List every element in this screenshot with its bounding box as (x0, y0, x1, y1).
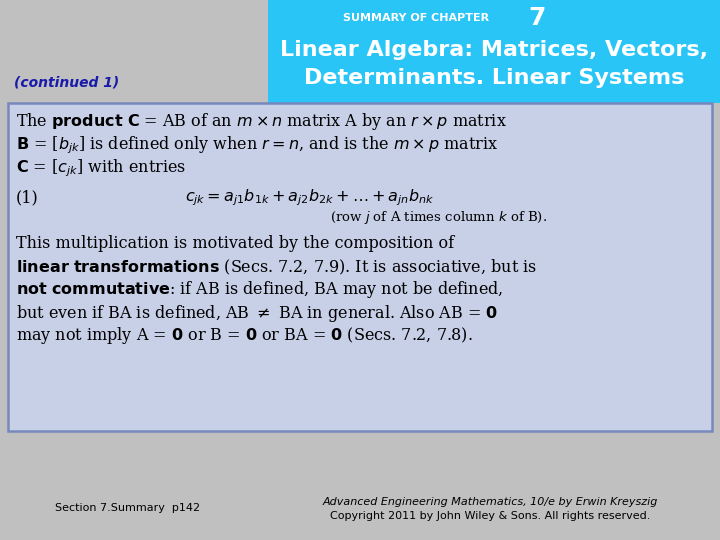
Text: The $\mathbf{product\ C}$ = AB of an $m \times n$ matrix A by an $r \times p$ ma: The $\mathbf{product\ C}$ = AB of an $m … (16, 111, 507, 132)
Text: may not imply A = $\mathbf{0}$ or B = $\mathbf{0}$ or BA = $\mathbf{0}$ (Secs. 7: may not imply A = $\mathbf{0}$ or B = $\… (16, 326, 473, 347)
Text: (1): (1) (16, 190, 39, 206)
Text: Linear Algebra: Matrices, Vectors,: Linear Algebra: Matrices, Vectors, (280, 40, 708, 60)
Text: $\mathbf{linear\ transformations}$ (Secs. 7.2, 7.9). It is associative, but is: $\mathbf{linear\ transformations}$ (Secs… (16, 258, 537, 276)
Text: Advanced Engineering Mathematics, 10/e by Erwin Kreyszig: Advanced Engineering Mathematics, 10/e b… (323, 497, 657, 507)
Text: $c_{jk} = a_{j1}b_{1k} + a_{j2}b_{2k} + \ldots + a_{jn}b_{nk}$: $c_{jk} = a_{j1}b_{1k} + a_{j2}b_{2k} + … (185, 188, 434, 208)
Text: but even if BA is defined, AB $\neq$ BA in general. Also AB = $\mathbf{0}$: but even if BA is defined, AB $\neq$ BA … (16, 302, 498, 323)
Text: $\mathbf{B}$ = [$b_{jk}$] is defined only when $r = n$, and is the $m \times p$ : $\mathbf{B}$ = [$b_{jk}$] is defined onl… (16, 134, 498, 156)
Text: $\mathbf{C}$ = [$c_{jk}$] with entries: $\mathbf{C}$ = [$c_{jk}$] with entries (16, 157, 186, 179)
Text: Determinants. Linear Systems: Determinants. Linear Systems (304, 68, 684, 88)
Text: (continued 1): (continued 1) (14, 75, 120, 89)
Text: (row $j$ of A times column $k$ of B).: (row $j$ of A times column $k$ of B). (330, 210, 547, 226)
Text: Section 7.Summary  p142: Section 7.Summary p142 (55, 503, 200, 513)
Text: SUMMARY OF CHAPTER: SUMMARY OF CHAPTER (343, 13, 489, 23)
Bar (268, 0, 720, 103)
Text: 7: 7 (528, 6, 546, 30)
Text: Copyright 2011 by John Wiley & Sons. All rights reserved.: Copyright 2011 by John Wiley & Sons. All… (330, 511, 650, 521)
Text: This multiplication is motivated by the composition of: This multiplication is motivated by the … (16, 235, 454, 253)
Bar (8, 103, 712, 431)
Text: $\mathit{\mathbf{not\ commutative}}$: if AB is defined, BA may not be defined,: $\mathit{\mathbf{not\ commutative}}$: if… (16, 280, 503, 300)
